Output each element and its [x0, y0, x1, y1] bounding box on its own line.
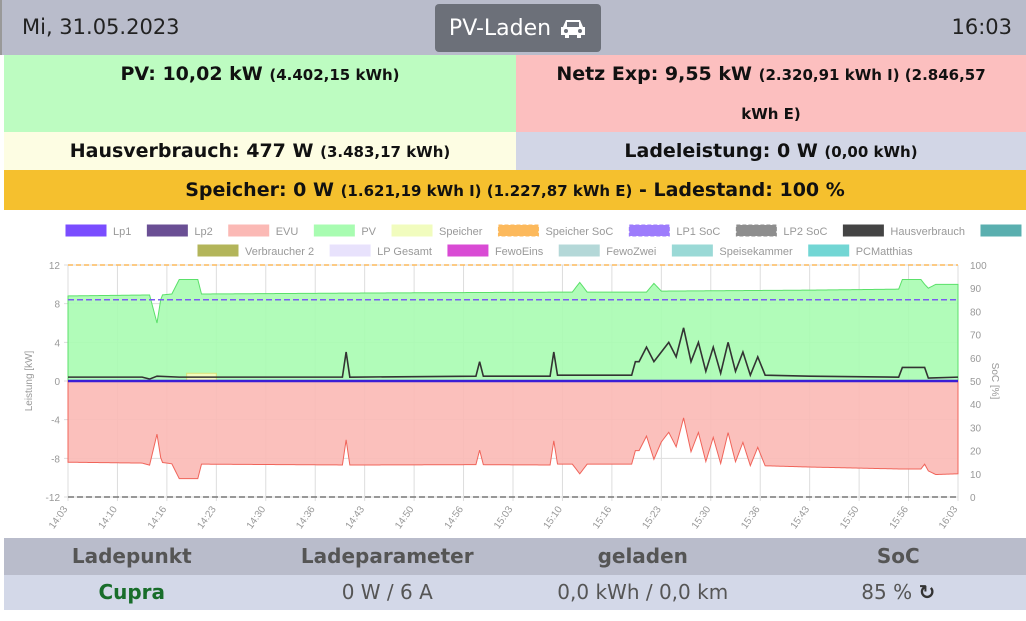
legend-swatch — [558, 244, 600, 257]
table-row: Cupra 0 W / 6 A 0,0 kWh / 0,0 km 85 % ↻ — [4, 575, 1026, 610]
grid-summary: Netz Exp: 9,55 kW (2.320,91 kWh I) (2.84… — [516, 55, 1026, 132]
y2-tick-label: 70 — [970, 331, 982, 342]
y2-tick-label: 60 — [970, 354, 982, 365]
x-tick-label: 14:16 — [146, 504, 170, 531]
legend-swatch — [980, 224, 1022, 237]
y2-tick-label: 80 — [970, 307, 982, 318]
x-tick-label: 14:03 — [47, 504, 71, 531]
y2-tick-label: 50 — [970, 377, 982, 388]
legend-swatch — [671, 244, 713, 257]
pv-series — [67, 279, 959, 382]
chargepoint-name[interactable]: Cupra — [98, 580, 166, 604]
y-tick-label: 4 — [54, 338, 60, 349]
x-tick-label: 16:03 — [937, 504, 961, 531]
evu-series — [67, 380, 959, 480]
x-tick-label: 15:10 — [542, 504, 566, 531]
car-icon — [561, 20, 586, 38]
x-tick-label: 15:30 — [690, 504, 714, 531]
legend-label: PV — [361, 226, 376, 238]
y-tick-label: 8 — [54, 300, 60, 311]
x-tick-label: 14:50 — [393, 504, 417, 531]
legend-label: LP1 SoC — [676, 226, 720, 238]
hausverbrauch-series — [68, 327, 959, 380]
x-tick-label: 15:43 — [789, 504, 813, 531]
x-tick-label: 14:30 — [245, 504, 269, 531]
legend-swatch — [197, 244, 239, 257]
legend-label: Speicher — [439, 226, 483, 238]
col-soc: SoC — [876, 544, 920, 568]
legend-label: Speicher SoC — [545, 226, 613, 238]
y2-tick-label: 40 — [970, 400, 982, 411]
x-tick-label: 15:16 — [591, 504, 615, 531]
y2-tick-label: 20 — [970, 447, 982, 458]
x-tick-label: 14:43 — [344, 504, 368, 531]
time: 16:03 — [951, 15, 1012, 39]
y-tick-label: -12 — [46, 493, 61, 504]
x-tick-label: 14:10 — [97, 504, 121, 531]
charge-mode-label: PV-Laden — [448, 15, 552, 41]
legend-swatch — [65, 224, 107, 237]
y-tick-label: -4 — [51, 416, 60, 427]
legend-label: PCMatthias — [856, 246, 913, 258]
x-tick-label: 15:03 — [492, 504, 516, 531]
x-tick-label: 15:56 — [888, 504, 912, 531]
legend-label: LP Gesamt — [377, 246, 432, 258]
legend-swatch — [391, 224, 433, 237]
table-header: Ladepunkt Ladeparameter geladen SoC — [4, 538, 1026, 575]
legend-swatch — [228, 224, 270, 237]
x-tick-label: 14:23 — [195, 504, 219, 531]
y2-tick-label: 100 — [970, 261, 987, 272]
legend-label: Lp2 — [194, 226, 212, 238]
legend-label: EVU — [276, 226, 299, 238]
y-tick-label: 0 — [54, 377, 60, 388]
pv-summary: PV: 10,02 kW (4.402,15 kWh) — [4, 55, 516, 132]
battery-summary: Speicher: 0 W (1.621,19 kWh I) (1.227,87… — [4, 170, 1026, 210]
legend-swatch — [447, 244, 489, 257]
legend-swatch — [146, 224, 188, 237]
legend-label: FewoEins — [495, 246, 544, 258]
legend-swatch — [808, 244, 850, 257]
legend-label: Lp1 — [113, 226, 131, 238]
x-tick-label: 15:50 — [838, 504, 862, 531]
x-tick-label: 15:36 — [739, 504, 763, 531]
charge-mode-button[interactable]: PV-Laden — [435, 4, 601, 52]
legend-swatch — [842, 224, 884, 237]
y2-tick-label: 10 — [970, 470, 982, 481]
power-chart: Lp1 Lp2 EVU PV Speicher Speicher SoC LP1 SoC LP… — [24, 224, 1022, 531]
legend-label: FewoZwei — [606, 246, 656, 258]
legend-swatch — [497, 224, 539, 237]
legend-label: Hausverbrauch — [890, 226, 965, 238]
legend-label: LP2 SoC — [783, 226, 827, 238]
y-axis-label: Leistung [kW] — [24, 350, 35, 411]
y2-axis-label: SoC [%] — [989, 363, 1000, 400]
legend-swatch — [329, 244, 371, 257]
legend-swatch — [313, 224, 355, 237]
y-tick-label: 12 — [49, 261, 61, 272]
x-tick-label: 15:23 — [640, 504, 664, 531]
y-tick-label: -8 — [51, 454, 60, 465]
col-geladen: geladen — [597, 544, 688, 568]
y2-tick-label: 30 — [970, 423, 982, 434]
legend-label: Verbraucher 2 — [245, 246, 314, 258]
x-tick-label: 14:56 — [443, 504, 467, 531]
header-bar: Mi, 31.05.2023 PV-Laden 16:03 — [0, 0, 1026, 55]
legend-label: Speisekammer — [719, 246, 793, 258]
soc-cell: 85 % ↻ — [861, 580, 936, 604]
x-tick-label: 14:36 — [294, 504, 318, 531]
charged-amount: 0,0 kWh / 0,0 km — [557, 580, 729, 604]
y2-tick-label: 0 — [970, 493, 976, 504]
charge-params: 0 W / 6 A — [341, 580, 433, 604]
refresh-icon[interactable]: ↻ — [918, 580, 936, 604]
legend-swatch — [628, 224, 670, 237]
y2-tick-label: 90 — [970, 284, 982, 295]
house-summary: Hausverbrauch: 477 W (3.483,17 kWh) — [4, 132, 516, 170]
legend-swatch — [735, 224, 777, 237]
col-ladepunkt: Ladepunkt — [71, 544, 192, 568]
col-ladeparameter: Ladeparameter — [300, 544, 474, 568]
date: Mi, 31.05.2023 — [22, 15, 180, 39]
charge-summary: Ladeleistung: 0 W (0,00 kWh) — [516, 132, 1026, 170]
